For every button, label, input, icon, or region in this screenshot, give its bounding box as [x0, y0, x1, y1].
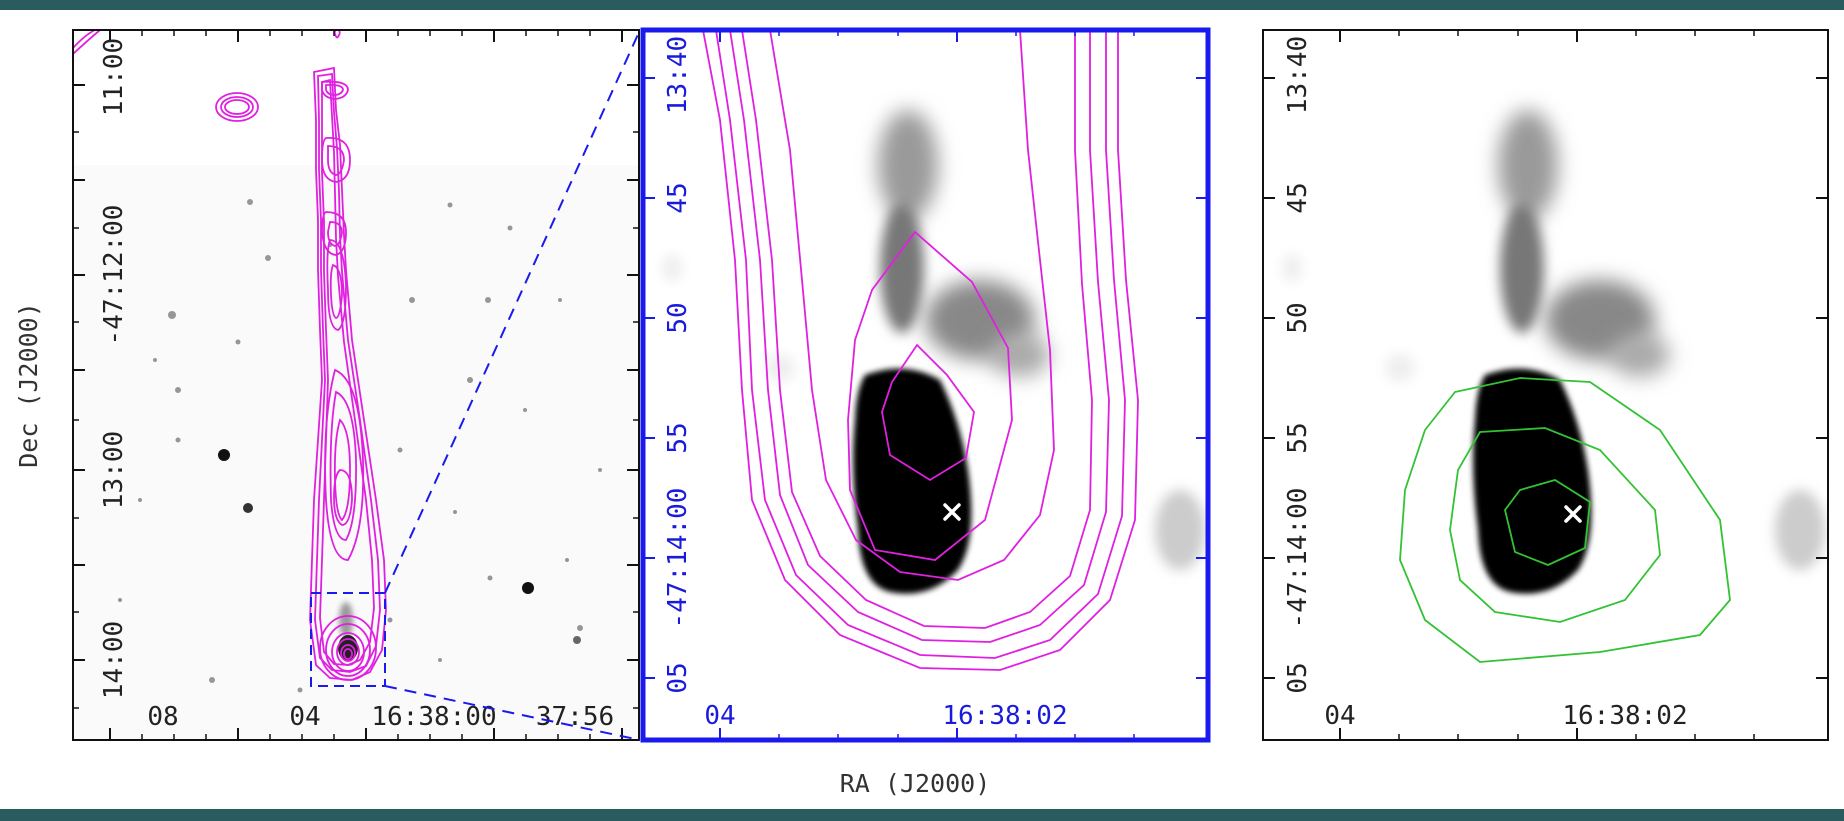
panel-2-position-marker — [943, 503, 961, 521]
panel-3-minor-ticks — [1398, 30, 1755, 740]
panel-1-x-tick-label: 37:56 — [536, 702, 614, 732]
panel-3-y-tick-label: 13:40 — [1283, 36, 1313, 114]
x-axis-title: RA (J2000) — [840, 769, 991, 798]
panel-1-y-tick-label: 14:00 — [99, 621, 129, 699]
panel-3-x-tick-label: 16:38:02 — [1562, 701, 1687, 731]
panel-1-y-tick-label: -47:12:00 — [99, 205, 129, 346]
panel-2-y-tick-label: 13:40 — [663, 36, 693, 114]
panel-2-optical-image — [662, 30, 1205, 671]
panel-3-y-tick-label: 05 — [1283, 662, 1313, 693]
panel-2-frame — [640, 27, 1211, 743]
panel-2-y-tick-label: -47:14:00 — [663, 488, 693, 629]
y-axis-title: Dec (J2000) — [14, 302, 43, 468]
panel-3-y-tick-label: -47:14:00 — [1283, 488, 1313, 629]
panel-1-minor-ticks — [73, 30, 639, 740]
panel-2-x-tick-label: 04 — [704, 701, 735, 731]
panel-1-frame — [72, 29, 640, 741]
panel-3-zoom-green: 04 16:38:02 13:40 45 50 55 -47:14:00 05 — [1262, 29, 1829, 741]
panel-1-x-tick-label: 16:38:00 — [371, 702, 496, 732]
panel-2-tick-marks — [643, 30, 1208, 740]
panel-2-y-tick-label: 55 — [663, 422, 693, 453]
panel-1-optical-image — [73, 30, 639, 740]
panel-1-overview: 08 04 16:38:00 37:56 11:00 -47:12:00 13:… — [72, 29, 640, 741]
panel-3-optical-image — [1282, 110, 1825, 663]
panel-2-x-tick-label: 16:38:02 — [942, 701, 1067, 731]
panel-2-zoom-radio: 04 16:38:02 13:40 45 50 55 -47:14:00 05 — [640, 27, 1211, 743]
panel-3-y-tick-label: 50 — [1283, 302, 1313, 333]
panel-1-x-tick-label: 04 — [289, 702, 320, 732]
panel-3-x-tick-label: 04 — [1324, 701, 1355, 731]
panel-3-green-contours — [1399, 377, 1731, 663]
bottom-border-band — [0, 809, 1844, 821]
panel-3-tick-marks — [1263, 30, 1828, 740]
panel-2-y-tick-label: 05 — [663, 662, 693, 693]
panel-3-frame — [1262, 29, 1829, 741]
panel-1-y-tick-label: 13:00 — [99, 431, 129, 509]
panel-2-y-tick-label: 50 — [663, 302, 693, 333]
panel-2-minor-ticks — [778, 30, 1135, 740]
zoom-connector-lines — [384, 29, 641, 741]
panel-1-tick-marks — [73, 30, 639, 740]
panel-2-radio-contours — [702, 30, 1139, 671]
panel-3-position-marker — [1564, 505, 1582, 523]
panel-3-y-tick-label: 55 — [1283, 422, 1313, 453]
panel-1-x-tick-label: 08 — [147, 702, 178, 732]
top-border-band — [0, 0, 1844, 10]
panel-1-radio-contours — [73, 30, 387, 681]
zoom-region-box — [310, 592, 386, 687]
panel-1-y-tick-label: 11:00 — [99, 38, 129, 116]
panel-2-y-tick-label: 45 — [663, 182, 693, 213]
panel-3-y-tick-label: 45 — [1283, 182, 1313, 213]
